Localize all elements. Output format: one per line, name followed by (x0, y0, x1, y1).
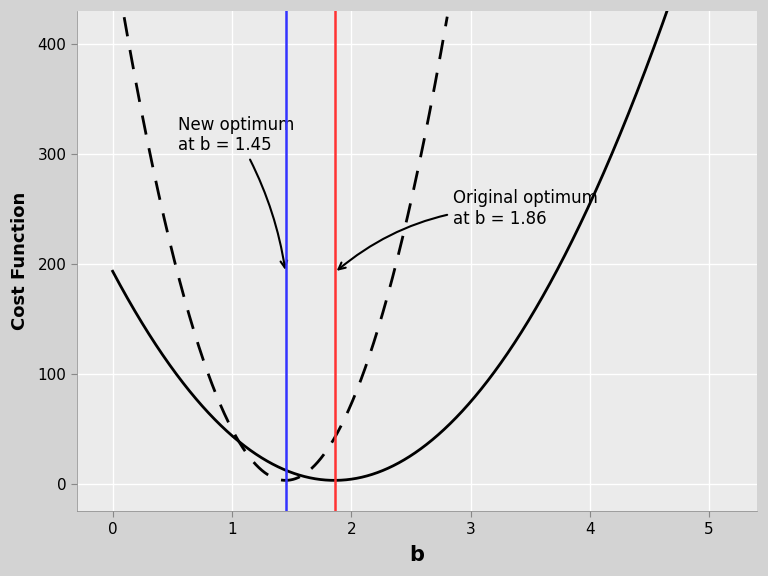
Text: Original optimum
at b = 1.86: Original optimum at b = 1.86 (339, 189, 598, 270)
X-axis label: b: b (409, 545, 425, 565)
Text: New optimum
at b = 1.45: New optimum at b = 1.45 (178, 116, 295, 268)
Y-axis label: Cost Function: Cost Function (11, 192, 29, 330)
